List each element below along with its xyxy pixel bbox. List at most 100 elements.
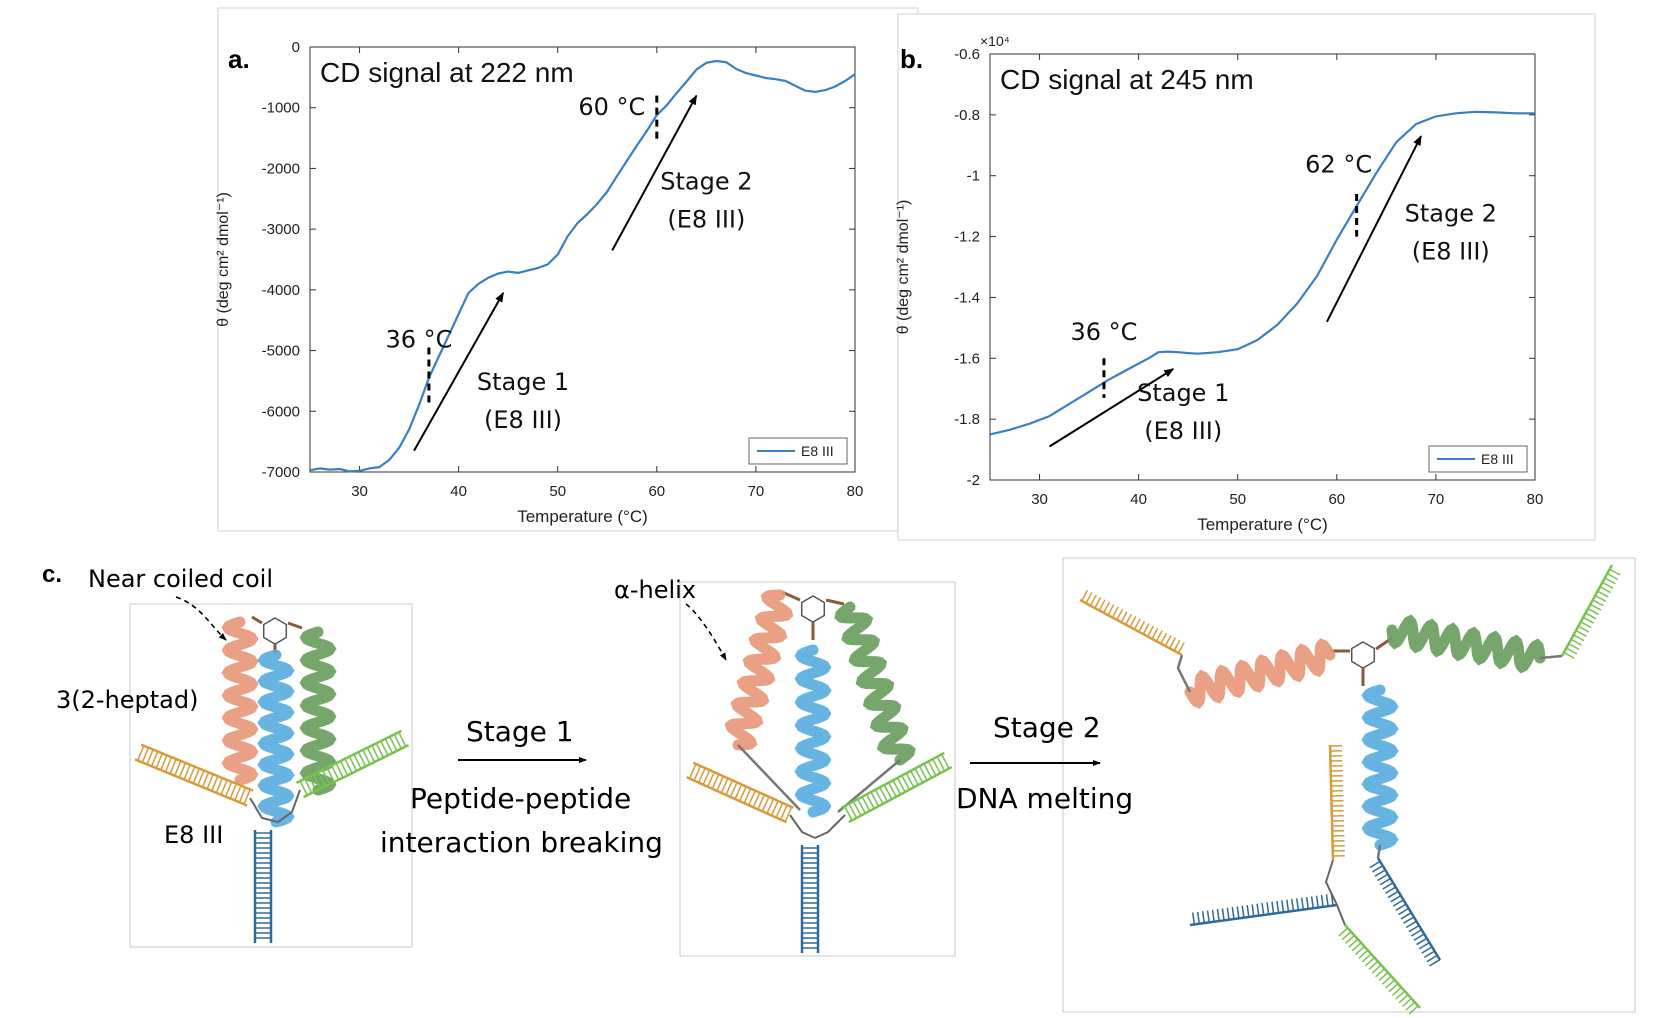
- y-tick-label: -1.2: [954, 229, 980, 246]
- dna-base: [1221, 908, 1225, 921]
- panel-label-b: b.: [900, 44, 923, 74]
- dna-base-pair: [371, 745, 380, 761]
- dna-base-pair: [927, 761, 937, 776]
- dna-base: [1585, 612, 1597, 620]
- dna-base: [1374, 869, 1386, 877]
- schematic-box-stage2: [1062, 557, 1636, 1013]
- dna-strand: [848, 765, 953, 824]
- dna-base: [1216, 909, 1220, 922]
- dna-base-pair: [353, 754, 362, 770]
- dna-base-pair: [312, 773, 322, 789]
- dna-base-pair: [335, 762, 344, 778]
- dna-base: [1590, 603, 1602, 611]
- dna-base-pair: [697, 767, 706, 783]
- x-tick-label: 50: [549, 483, 566, 500]
- stage-label: Stage 2: [660, 168, 752, 196]
- panel-c: c. Near coiled coil 3(2-heptad) E8 III α…: [42, 557, 1636, 1015]
- helix-orange: [221, 616, 259, 786]
- dna-base: [1372, 865, 1384, 873]
- dna-junction-linker: [789, 814, 816, 839]
- y-tick-label: -4000: [262, 282, 300, 299]
- dna-base-pair: [326, 767, 335, 783]
- x-tick-label: 80: [1527, 491, 1544, 508]
- dna-base: [1147, 625, 1155, 637]
- dna-base: [1103, 601, 1111, 614]
- dna-base-pair: [874, 789, 884, 805]
- helix-blue: [257, 649, 295, 828]
- x-tick-label: 60: [648, 483, 665, 500]
- dna-base: [1609, 568, 1621, 576]
- dna-base: [1388, 983, 1399, 993]
- dna-base-pair: [729, 782, 738, 798]
- y-tick-label: 0: [292, 39, 300, 56]
- dna-backbone: [1079, 598, 1183, 657]
- stage-label: Stage 1: [477, 368, 569, 396]
- schematic-drawing: [134, 564, 1621, 1015]
- dna-junction-linker: [1324, 859, 1346, 926]
- dna-base-pair: [770, 800, 779, 816]
- dna-base-pair: [716, 775, 725, 792]
- dna-base-pair: [852, 801, 862, 816]
- x-tick-label: 70: [1428, 491, 1445, 508]
- dna-base: [1164, 635, 1172, 647]
- construct-stage2: [1079, 564, 1621, 1015]
- dna-base: [1568, 643, 1580, 651]
- x-tick-label: 70: [748, 483, 765, 500]
- dna-base: [1160, 632, 1168, 644]
- dna-base: [1379, 877, 1391, 886]
- dna-base: [1173, 639, 1181, 652]
- dna-base: [1231, 907, 1235, 920]
- dna-base-pair: [215, 777, 224, 794]
- y-tick-label: -3000: [262, 221, 300, 238]
- dna-base-pair: [146, 749, 154, 765]
- dna-base-pair: [766, 798, 775, 814]
- dna-base-pair: [211, 775, 219, 792]
- ssdna-orange: [1079, 589, 1185, 657]
- dna-base-pair: [757, 794, 766, 810]
- dna-base: [1382, 882, 1394, 890]
- dna-base-pair: [155, 753, 164, 769]
- dna-base: [1421, 946, 1433, 954]
- dna-base: [1365, 957, 1376, 967]
- helix-green: [299, 626, 337, 796]
- dna-base: [1606, 572, 1619, 581]
- dna-base: [1592, 599, 1604, 607]
- y-tick-label: -7000: [262, 464, 300, 481]
- dna-base-pair: [366, 747, 376, 763]
- dna-strand: [134, 758, 248, 807]
- dna-base: [1325, 894, 1329, 907]
- dna-base-pair: [848, 803, 858, 819]
- stage-arrow: [611, 94, 698, 251]
- dna-base: [1133, 618, 1141, 630]
- dna-base-pair: [224, 781, 233, 797]
- dna-base: [1338, 927, 1349, 937]
- dna-base: [1251, 904, 1255, 917]
- peptide-dna-linker: [737, 744, 801, 811]
- dna-base-pair: [775, 802, 784, 818]
- dna-base-pair: [357, 751, 367, 767]
- ssdna-green: [1338, 924, 1421, 1015]
- dna-base-pair: [688, 763, 697, 779]
- x-axis-label: Temperature (°C): [517, 507, 648, 526]
- dna-base: [1201, 911, 1205, 924]
- series-line-e8-iii: [309, 59, 856, 473]
- dna-base: [1177, 642, 1185, 654]
- dna-base-pair: [178, 762, 187, 778]
- stage-sublabel: (E8 III): [1412, 237, 1490, 265]
- dna-base: [1281, 900, 1285, 913]
- dna-base-pair: [321, 769, 331, 785]
- dna-base: [1426, 954, 1438, 963]
- dna-base: [1398, 994, 1409, 1004]
- dna-base: [1405, 920, 1417, 929]
- stage1-label: Stage 1: [466, 715, 574, 748]
- ssdna-blue: [1189, 893, 1338, 927]
- dna-base-pair: [141, 747, 150, 763]
- dna-base-pair: [197, 770, 205, 786]
- dna-base: [1305, 896, 1310, 910]
- dna-base: [1226, 907, 1230, 920]
- linker-ring-icon: [262, 617, 288, 645]
- dna-base-pair: [348, 756, 358, 772]
- dna-base: [1416, 937, 1428, 946]
- dna-base-pair: [160, 754, 168, 771]
- dna-base: [1423, 950, 1436, 959]
